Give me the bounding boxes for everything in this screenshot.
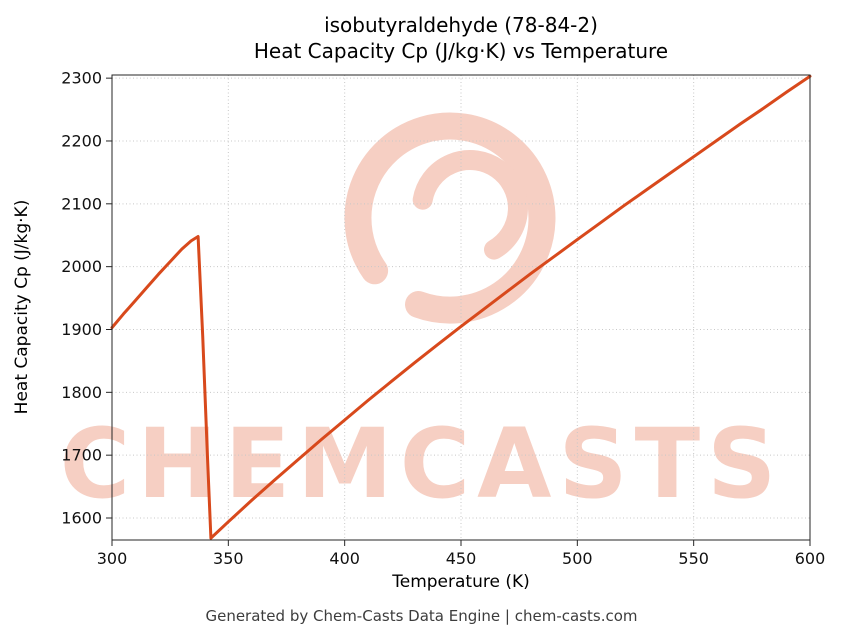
svg-text:1800: 1800 [61, 383, 102, 402]
svg-text:2000: 2000 [61, 257, 102, 276]
svg-text:600: 600 [795, 549, 826, 568]
chart-title-line1: isobutyraldehyde (78-84-2) [324, 13, 598, 37]
svg-text:2300: 2300 [61, 69, 102, 88]
svg-text:400: 400 [329, 549, 360, 568]
svg-text:1900: 1900 [61, 320, 102, 339]
svg-text:1600: 1600 [61, 509, 102, 528]
footer-credit: Generated by Chem-Casts Data Engine | ch… [205, 607, 638, 625]
x-axis-label: Temperature (K) [392, 572, 530, 592]
chemcasts-logo-icon [344, 112, 556, 324]
svg-text:450: 450 [446, 549, 477, 568]
watermark-text: CHEMCASTS [59, 408, 784, 520]
svg-text:500: 500 [562, 549, 593, 568]
svg-text:550: 550 [678, 549, 709, 568]
svg-text:300: 300 [97, 549, 128, 568]
svg-text:2100: 2100 [61, 194, 102, 213]
svg-text:350: 350 [213, 549, 244, 568]
chart-title-line2: Heat Capacity Cp (J/kg·K) vs Temperature [253, 39, 669, 63]
y-axis-label: Heat Capacity Cp (J/kg·K) [12, 199, 32, 415]
svg-text:2200: 2200 [61, 131, 102, 150]
svg-text:1700: 1700 [61, 446, 102, 465]
